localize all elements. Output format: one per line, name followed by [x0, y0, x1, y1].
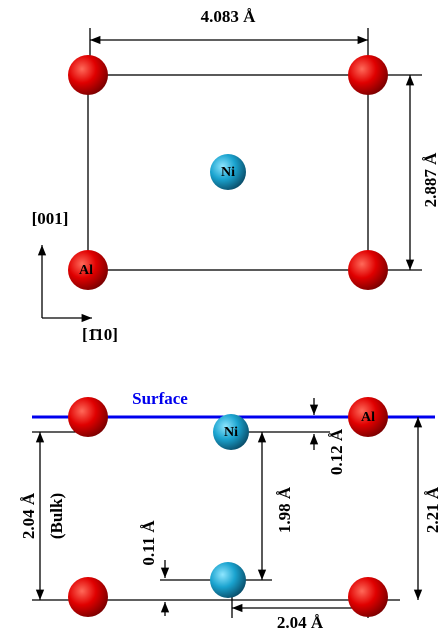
atom: [348, 55, 388, 95]
label: 2.21 Å: [423, 486, 442, 533]
label: (Bulk): [47, 493, 66, 539]
top-view: 4.083 Å 2.887 Å Ni Al [001] [1̄10]: [32, 7, 440, 344]
axis-label: [1̄10]: [82, 325, 118, 344]
label: 2.887 Å: [421, 152, 440, 208]
atom: [68, 577, 108, 617]
atom: [68, 397, 108, 437]
label: 0.11 Å: [139, 520, 158, 566]
atom: [210, 562, 246, 598]
atom: [348, 250, 388, 290]
atom-label: Al: [361, 410, 375, 425]
atom: [68, 55, 108, 95]
label: 2.04 Å: [277, 613, 324, 632]
axis-label: [001]: [32, 209, 69, 228]
atom-label: Ni: [224, 425, 238, 440]
label: 0.12 Å: [327, 428, 346, 475]
atom-label: Ni: [221, 165, 235, 180]
atom: [348, 577, 388, 617]
side-view: Surface 2.04 Å (Bulk) 1.98 Å 0.12 Å 0.11…: [19, 389, 442, 632]
label: 4.083 Å: [201, 7, 257, 26]
label: 1.98 Å: [275, 486, 294, 533]
atom-label: Al: [79, 263, 93, 278]
label: 2.04 Å: [19, 492, 38, 539]
label: Surface: [132, 389, 188, 408]
diagram: 4.083 Å 2.887 Å Ni Al [001] [1̄10] Surfa…: [0, 0, 445, 634]
